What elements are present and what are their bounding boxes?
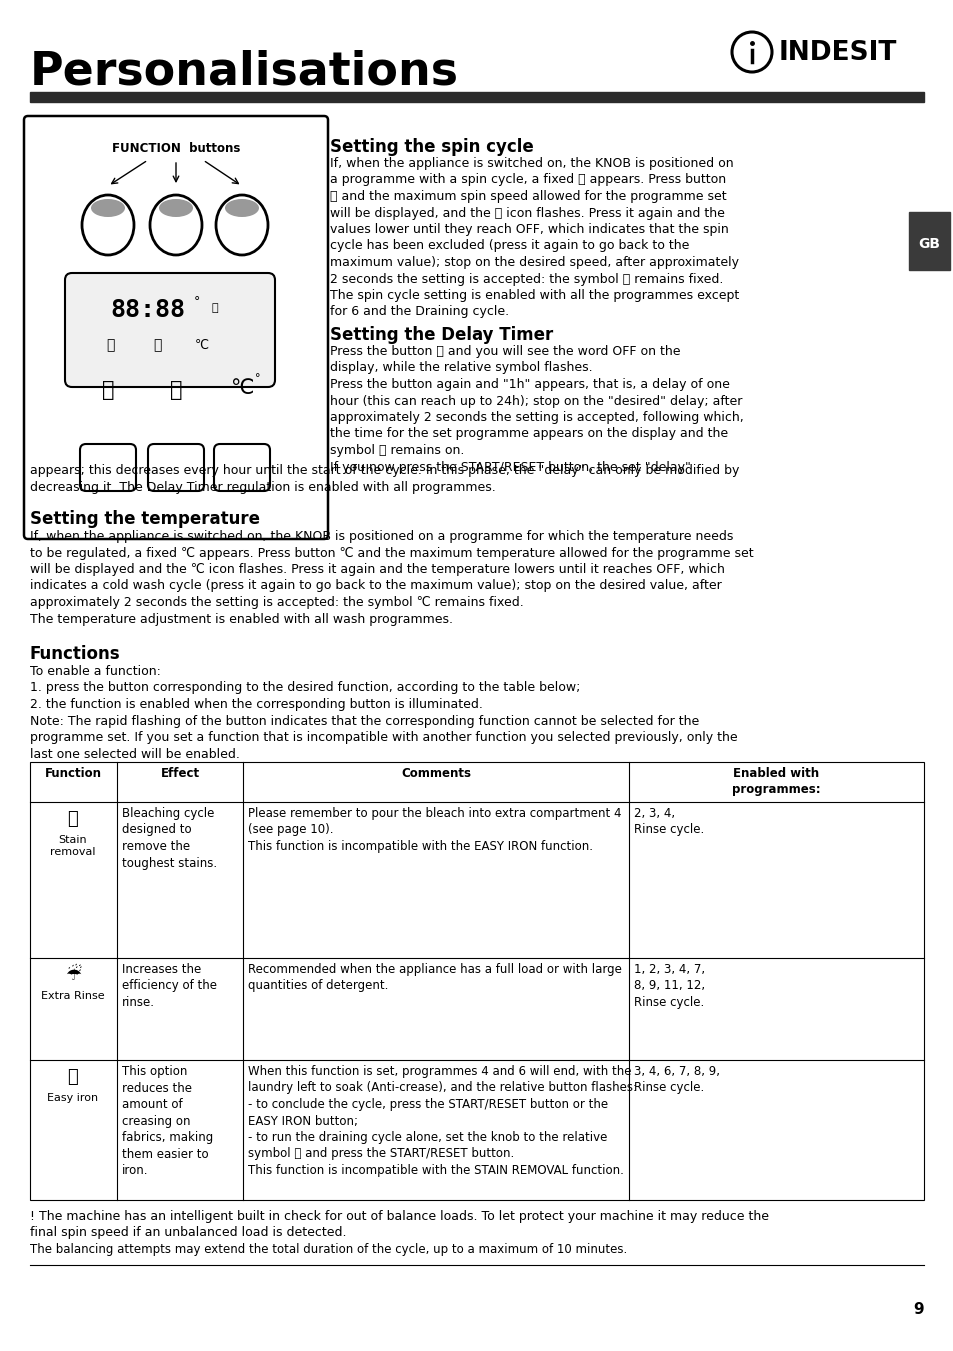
Text: 9: 9 <box>912 1302 923 1317</box>
Text: display, while the relative symbol flashes.: display, while the relative symbol flash… <box>330 362 592 374</box>
Text: °: ° <box>255 373 260 382</box>
Text: 2. the function is enabled when the corresponding button is illuminated.: 2. the function is enabled when the corr… <box>30 698 482 711</box>
Text: Easy iron: Easy iron <box>48 1093 98 1102</box>
Text: To enable a function:: To enable a function: <box>30 665 161 678</box>
Text: Ⓢ: Ⓢ <box>106 338 114 353</box>
Ellipse shape <box>82 195 133 255</box>
Text: Note: The rapid flashing of the button indicates that the corresponding function: Note: The rapid flashing of the button i… <box>30 715 699 727</box>
Text: Setting the spin cycle: Setting the spin cycle <box>330 138 533 155</box>
Text: Extra Rinse: Extra Rinse <box>41 992 105 1001</box>
Text: Setting the temperature: Setting the temperature <box>30 509 260 528</box>
Text: When this function is set, programmes 4 and 6 will end, with the
laundry left to: When this function is set, programmes 4 … <box>248 1065 637 1177</box>
Text: If, when the appliance is switched on, the KNOB is positioned on a programme for: If, when the appliance is switched on, t… <box>30 530 733 543</box>
Ellipse shape <box>215 195 268 255</box>
Text: The balancing attempts may extend the total duration of the cycle, up to a maxim: The balancing attempts may extend the to… <box>30 1243 626 1256</box>
Text: 🧹: 🧹 <box>68 1069 78 1086</box>
Text: symbol ⌛ remains on.: symbol ⌛ remains on. <box>330 444 464 457</box>
Text: approximately 2 seconds the setting is accepted, following which,: approximately 2 seconds the setting is a… <box>330 411 743 424</box>
Text: programme set. If you set a function that is incompatible with another function : programme set. If you set a function tha… <box>30 731 737 744</box>
Text: 👕: 👕 <box>68 811 78 828</box>
Text: Comments: Comments <box>400 767 471 780</box>
Text: 🔒: 🔒 <box>212 303 218 313</box>
Text: for 6 and the Draining cycle.: for 6 and the Draining cycle. <box>330 305 509 319</box>
Text: will be displayed and the ℃ icon flashes. Press it again and the temperature low: will be displayed and the ℃ icon flashes… <box>30 563 724 576</box>
Bar <box>908 212 949 270</box>
Text: 3, 4, 6, 7, 8, 9,
Rinse cycle.: 3, 4, 6, 7, 8, 9, Rinse cycle. <box>634 1065 720 1094</box>
Text: °: ° <box>193 296 200 308</box>
Text: The spin cycle setting is enabled with all the programmes except: The spin cycle setting is enabled with a… <box>330 289 739 303</box>
Text: last one selected will be enabled.: last one selected will be enabled. <box>30 747 239 761</box>
Text: ⌛: ⌛ <box>170 380 182 400</box>
Text: hour (this can reach up to 24h); stop on the "desired" delay; after: hour (this can reach up to 24h); stop on… <box>330 394 741 408</box>
Text: ⌛: ⌛ <box>152 338 161 353</box>
Ellipse shape <box>150 195 202 255</box>
FancyBboxPatch shape <box>148 444 204 490</box>
Ellipse shape <box>225 199 258 218</box>
Text: Function: Function <box>45 767 101 780</box>
Text: values lower until they reach OFF, which indicates that the spin: values lower until they reach OFF, which… <box>330 223 728 236</box>
Text: Personalisations: Personalisations <box>30 50 458 95</box>
FancyBboxPatch shape <box>24 116 328 539</box>
Text: ℃: ℃ <box>194 339 209 351</box>
Text: Enabled with
programmes:: Enabled with programmes: <box>731 767 820 796</box>
Bar <box>30 92 923 101</box>
Text: If, when the appliance is switched on, the KNOB is positioned on: If, when the appliance is switched on, t… <box>330 157 733 170</box>
Text: ! The machine has an intelligent built in check for out of balance loads. To let: ! The machine has an intelligent built i… <box>30 1210 768 1223</box>
Text: to be regulated, a fixed ℃ appears. Press button ℃ and the maximum temperature a: to be regulated, a fixed ℃ appears. Pres… <box>30 547 753 559</box>
Text: GB: GB <box>917 236 939 251</box>
Text: This option
reduces the
amount of
creasing on
fabrics, making
them easier to
iro: This option reduces the amount of creasi… <box>122 1065 213 1177</box>
Text: final spin speed if an unbalanced load is detected.: final spin speed if an unbalanced load i… <box>30 1225 346 1239</box>
Text: Effect: Effect <box>160 767 199 780</box>
Text: 1, 2, 3, 4, 7,
8, 9, 11, 12,
Rinse cycle.: 1, 2, 3, 4, 7, 8, 9, 11, 12, Rinse cycle… <box>634 963 704 1009</box>
Text: If you now press the START/RESET button, the set "delay": If you now press the START/RESET button,… <box>330 461 690 473</box>
Text: maximum value); stop on the desired speed, after approximately: maximum value); stop on the desired spee… <box>330 255 739 269</box>
Text: Ⓢ and the maximum spin speed allowed for the programme set: Ⓢ and the maximum spin speed allowed for… <box>330 190 726 203</box>
Text: appears; this decreases every hour until the start of the cycle. In this phase, : appears; this decreases every hour until… <box>30 463 739 477</box>
Text: ℃: ℃ <box>230 378 253 399</box>
Text: cycle has been excluded (press it again to go back to the: cycle has been excluded (press it again … <box>330 239 689 253</box>
Text: The temperature adjustment is enabled with all wash programmes.: The temperature adjustment is enabled wi… <box>30 612 453 626</box>
Text: Please remember to pour the bleach into extra compartment 4
(see page 10).
This : Please remember to pour the bleach into … <box>248 807 620 852</box>
FancyBboxPatch shape <box>213 444 270 490</box>
Text: Press the button ⌛ and you will see the word OFF on the: Press the button ⌛ and you will see the … <box>330 345 679 358</box>
Text: Bleaching cycle
designed to
remove the
toughest stains.: Bleaching cycle designed to remove the t… <box>122 807 217 870</box>
Bar <box>30 762 923 1200</box>
Text: will be displayed, and the Ⓢ icon flashes. Press it again and the: will be displayed, and the Ⓢ icon flashe… <box>330 207 724 219</box>
FancyBboxPatch shape <box>65 273 274 386</box>
Text: 88:88: 88:88 <box>111 299 185 322</box>
Text: Increases the
efficiency of the
rinse.: Increases the efficiency of the rinse. <box>122 963 216 1009</box>
FancyBboxPatch shape <box>80 444 136 490</box>
Text: approximately 2 seconds the setting is accepted: the symbol ℃ remains fixed.: approximately 2 seconds the setting is a… <box>30 596 523 609</box>
Text: the time for the set programme appears on the display and the: the time for the set programme appears o… <box>330 427 727 440</box>
Text: INDESIT: INDESIT <box>779 41 897 66</box>
Text: 1. press the button corresponding to the desired function, according to the tabl: 1. press the button corresponding to the… <box>30 681 579 694</box>
Text: Recommended when the appliance has a full load or with large
quantities of deter: Recommended when the appliance has a ful… <box>248 963 621 993</box>
Text: Setting the Delay Timer: Setting the Delay Timer <box>330 326 553 345</box>
Text: 2, 3, 4,
Rinse cycle.: 2, 3, 4, Rinse cycle. <box>634 807 703 836</box>
Text: a programme with a spin cycle, a fixed Ⓢ appears. Press button: a programme with a spin cycle, a fixed Ⓢ… <box>330 173 725 186</box>
Text: Functions: Functions <box>30 644 120 663</box>
Text: 2 seconds the setting is accepted: the symbol Ⓢ remains fixed.: 2 seconds the setting is accepted: the s… <box>330 273 722 285</box>
Text: FUNCTION  buttons: FUNCTION buttons <box>112 142 240 154</box>
Ellipse shape <box>91 199 125 218</box>
Text: indicates a cold wash cycle (press it again to go back to the maximum value); st: indicates a cold wash cycle (press it ag… <box>30 580 721 593</box>
Ellipse shape <box>159 199 193 218</box>
Text: decreasing it. The Delay Timer regulation is enabled with all programmes.: decreasing it. The Delay Timer regulatio… <box>30 481 496 493</box>
Text: Press the button again and "1h" appears, that is, a delay of one: Press the button again and "1h" appears,… <box>330 378 729 390</box>
Text: ☔: ☔ <box>65 966 81 984</box>
Text: Ⓢ: Ⓢ <box>102 380 114 400</box>
Text: Stain
removal: Stain removal <box>51 835 95 858</box>
